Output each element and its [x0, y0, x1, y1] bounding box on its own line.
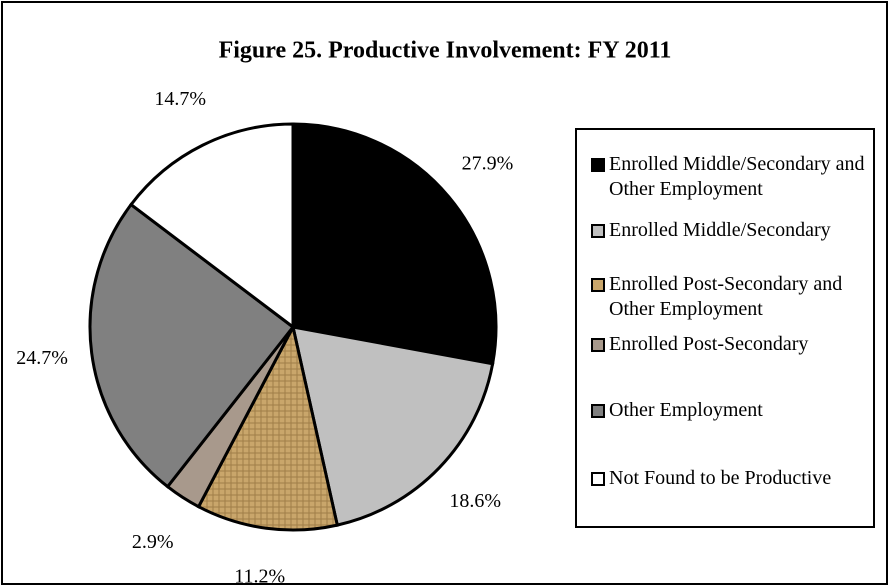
- legend-swatch: [591, 404, 605, 418]
- data-label: 24.7%: [16, 347, 68, 369]
- legend-item: Enrolled Middle/Secondary: [591, 218, 889, 243]
- legend-item: Enrolled Post-Secondary and Other Employ…: [591, 272, 889, 322]
- pie-slice: [196, 322, 340, 532]
- legend-label: Enrolled Middle/Secondary and Other Empl…: [609, 153, 865, 200]
- legend: Enrolled Middle/Secondary and Other Empl…: [575, 128, 875, 528]
- pie-slice: [128, 122, 295, 331]
- data-label: 11.2%: [234, 565, 285, 587]
- legend-swatch: [591, 338, 605, 352]
- legend-swatch: [591, 158, 605, 172]
- legend-item: Not Found to be Productive: [591, 466, 889, 491]
- legend-item: Enrolled Middle/Secondary and Other Empl…: [591, 152, 889, 202]
- legend-swatch: [591, 472, 605, 486]
- legend-swatch: [591, 278, 605, 292]
- pie-slice: [291, 325, 495, 527]
- data-label: 2.9%: [132, 531, 174, 553]
- chart-title: Figure 25. Productive Involvement: FY 20…: [219, 38, 672, 64]
- legend-label: Not Found to be Productive: [609, 467, 832, 489]
- legend-label: Other Employment: [609, 399, 763, 421]
- pie-slice: [88, 202, 296, 489]
- legend-label: Enrolled Post-Secondary and Other Employ…: [609, 273, 843, 320]
- legend-label: Enrolled Post-Secondary: [609, 333, 809, 355]
- legend-item: Other Employment: [591, 398, 889, 423]
- data-label: 27.9%: [462, 153, 514, 175]
- legend-item: Enrolled Post-Secondary: [591, 332, 889, 357]
- data-label: 18.6%: [449, 490, 501, 512]
- legend-label: Enrolled Middle/Secondary: [609, 219, 831, 241]
- legend-swatch: [591, 224, 605, 238]
- data-label: 14.7%: [154, 88, 206, 110]
- pie-slice: [291, 122, 498, 366]
